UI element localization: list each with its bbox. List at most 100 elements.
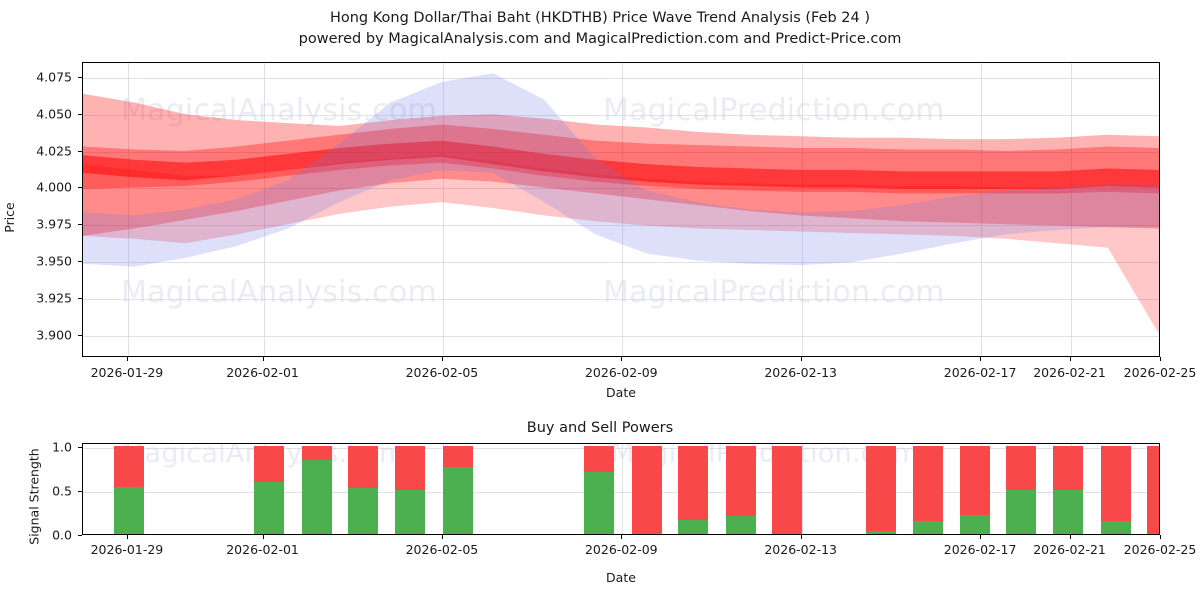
powers-x-tickmark [262, 535, 264, 539]
price-y-axis-label: Price [1, 202, 17, 233]
signal-bar[interactable] [1053, 446, 1084, 534]
powers-gridline-v [801, 444, 803, 534]
price-y-tick-label: 4.050 [36, 106, 72, 122]
price-y-tickmark [78, 76, 82, 78]
buy-power-segment [443, 466, 474, 534]
powers-y-tickmark [78, 535, 82, 536]
sell-power-segment [1147, 446, 1159, 534]
buy-power-segment [959, 514, 990, 534]
buy-power-segment [725, 515, 756, 534]
buy-power-segment [1100, 520, 1131, 534]
powers-x-tick-label: 2026-01-29 [90, 542, 164, 557]
signal-bar[interactable] [1147, 446, 1159, 534]
buy-power-segment [114, 486, 145, 534]
powers-y-tickmark [78, 491, 82, 493]
price-y-tick-label: 3.900 [36, 327, 72, 343]
price-y-tick-label: 3.950 [36, 253, 72, 269]
signal-bar[interactable] [771, 446, 802, 534]
signal-bar[interactable] [584, 446, 615, 534]
price-x-tick-label: 2026-02-01 [226, 365, 299, 380]
powers-chart-plot-area: MagicalAnalysis.com MagicalPrediction.co… [82, 443, 1160, 535]
buy-power-segment [1005, 490, 1036, 534]
price-y-tickmark [78, 298, 82, 299]
price-y-tickmark [78, 187, 82, 189]
price-gridline-v [442, 63, 444, 356]
price-y-tick-label: 4.000 [36, 179, 72, 195]
signal-bar[interactable] [301, 446, 332, 534]
powers-gridline-h [83, 492, 1159, 494]
buy-power-segment [301, 460, 332, 534]
powers-x-tickmark [621, 535, 623, 539]
signal-bar[interactable] [254, 446, 285, 534]
wave-band-red-band-lower-tail [83, 155, 1159, 335]
powers-gridline-h [83, 448, 1159, 450]
buy-power-segment [348, 487, 379, 534]
signal-bar[interactable] [114, 446, 145, 534]
sell-power-segment [301, 446, 332, 461]
price-y-tick-label: 4.025 [36, 143, 72, 158]
price-x-tick-label: 2026-02-05 [405, 365, 479, 380]
powers-x-tickmark [1069, 535, 1071, 539]
powers-x-tick-label: 2026-02-25 [1123, 542, 1197, 557]
powers-x-tickmark [980, 535, 982, 539]
price-gridline-v [622, 63, 624, 356]
price-y-tickmark [78, 261, 82, 263]
powers-y-tick-label: 1.0 [52, 439, 72, 455]
price-gridline-h [83, 225, 1159, 227]
price-x-tick-label: 2026-02-13 [764, 365, 838, 380]
price-x-tickmark [1160, 357, 1161, 361]
signal-bar[interactable] [913, 446, 944, 534]
signal-bar[interactable] [865, 446, 896, 534]
sell-power-segment [348, 446, 379, 488]
price-gridline-h [83, 188, 1159, 190]
buy-power-segment [865, 530, 896, 534]
signal-bar[interactable] [394, 446, 425, 534]
price-x-tickmark [262, 357, 264, 361]
signal-bar[interactable] [725, 446, 756, 534]
powers-x-tickmark [1160, 535, 1161, 539]
signal-bar[interactable] [678, 446, 709, 534]
sell-power-segment [865, 446, 896, 531]
price-x-tick-label: 2026-02-17 [943, 365, 1017, 380]
buy-power-segment [1053, 490, 1084, 534]
sell-power-segment [1053, 446, 1084, 491]
price-y-tick-label: 3.925 [36, 290, 72, 306]
price-x-tick-label: 2026-02-21 [1033, 365, 1106, 380]
price-x-tickmark [800, 357, 802, 361]
title-line-2: powered by MagicalAnalysis.com and Magic… [298, 31, 902, 47]
signal-bar[interactable] [959, 446, 990, 534]
price-x-tickmark [621, 357, 623, 361]
signal-bar[interactable] [1005, 446, 1036, 534]
sell-power-segment [771, 446, 802, 534]
price-x-axis-label: Date [606, 385, 636, 400]
buy-power-segment [584, 471, 615, 534]
powers-x-tickmark [800, 535, 802, 539]
sell-power-segment [678, 446, 709, 520]
signal-bar[interactable] [443, 446, 474, 534]
price-gridline-h [83, 77, 1159, 79]
price-x-tick-label: 2026-02-25 [1123, 365, 1197, 380]
signal-bar[interactable] [1100, 446, 1131, 534]
wave-band-red-core-1 [83, 140, 1159, 189]
price-x-tickmark [441, 357, 443, 361]
price-x-tickmark [980, 357, 982, 361]
signal-bar[interactable] [348, 446, 379, 534]
price-gridline-h [83, 299, 1159, 300]
price-y-tickmark [78, 224, 82, 226]
price-gridline-h [83, 262, 1159, 264]
powers-y-tick-label: 0.5 [52, 483, 72, 499]
price-wave-bands [83, 63, 1159, 356]
price-gridline-v [801, 63, 803, 356]
powers-gridline-v [622, 444, 624, 534]
powers-x-tick-label: 2026-02-21 [1033, 542, 1106, 557]
title-line-1: Hong Kong Dollar/Thai Baht (HKDTHB) Pric… [329, 10, 871, 26]
powers-x-tick-label: 2026-02-17 [943, 542, 1017, 557]
price-gridline-h [83, 114, 1159, 116]
sell-power-segment [1005, 446, 1036, 491]
powers-x-tick-label: 2026-02-05 [405, 542, 479, 557]
sell-power-segment [114, 446, 145, 487]
signal-bar[interactable] [631, 446, 662, 534]
powers-x-tick-label: 2026-02-09 [584, 542, 658, 557]
powers-y-tickmark [78, 447, 82, 449]
